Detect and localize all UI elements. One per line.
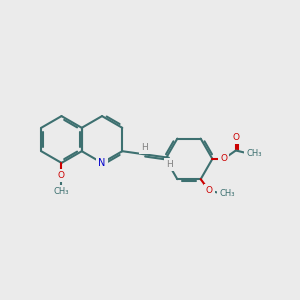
Text: O: O xyxy=(206,186,213,195)
Text: O: O xyxy=(58,171,65,180)
Text: O: O xyxy=(220,154,227,164)
Text: N: N xyxy=(98,158,106,168)
Text: H: H xyxy=(166,160,172,169)
Text: CH₃: CH₃ xyxy=(54,187,69,196)
Text: CH₃: CH₃ xyxy=(246,149,262,158)
Text: H: H xyxy=(142,143,148,152)
Text: CH₃: CH₃ xyxy=(219,189,235,198)
Text: O: O xyxy=(232,134,239,142)
